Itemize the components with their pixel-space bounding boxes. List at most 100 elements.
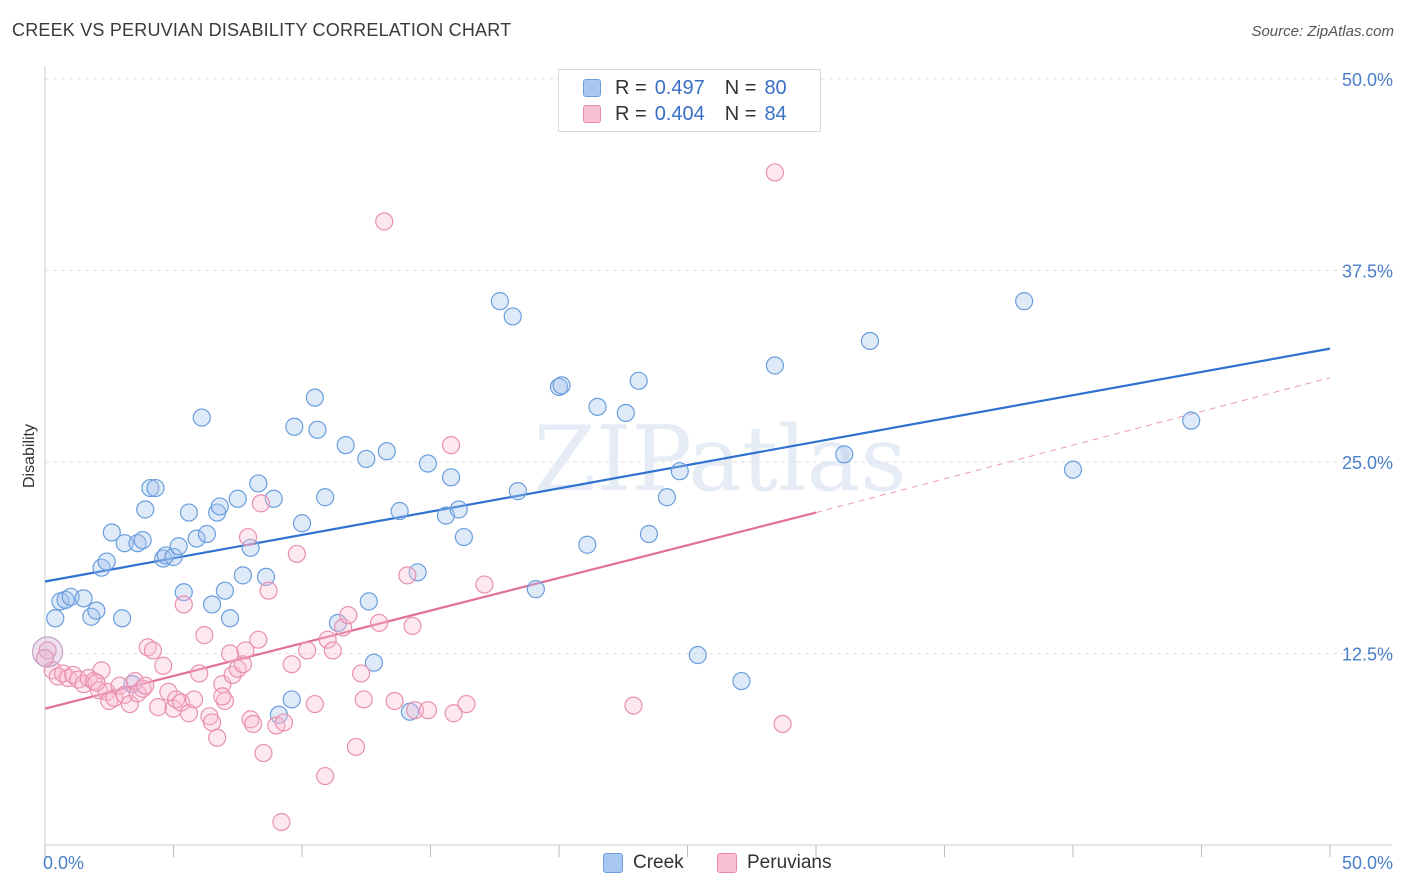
peruvians-point	[287, 544, 306, 564]
source-label: Source: ZipAtlas.com	[1251, 23, 1394, 40]
peruvians-point	[159, 682, 178, 701]
creek-point	[292, 514, 312, 533]
legend-swatch-creek	[583, 79, 601, 97]
peruvians-point	[274, 713, 294, 732]
peruvians-point	[154, 656, 173, 675]
r-label: R =	[615, 76, 647, 99]
correlation-legend: R = 0.497 N = 80 R = 0.404 N = 84	[558, 69, 821, 132]
legend-swatch-peruvians	[583, 105, 601, 123]
creek-point	[285, 417, 304, 436]
creek-point	[359, 592, 378, 611]
peruvians-point	[166, 690, 186, 709]
creek-point	[364, 653, 384, 672]
peruvians-point	[184, 690, 204, 709]
creek-point	[128, 534, 147, 553]
peruvians-point	[179, 704, 199, 723]
legend-swatch-creek	[603, 853, 623, 873]
creek-point	[210, 497, 229, 516]
bottom-legend-peruvians: Peruvians	[717, 852, 832, 874]
creek-point	[46, 609, 65, 628]
r-value: 0.404	[654, 102, 705, 125]
creek-point	[732, 671, 751, 691]
y-axis-title: Disability	[21, 424, 38, 488]
peruvians-point	[318, 630, 337, 649]
peruvians-point	[457, 694, 476, 714]
peruvians-point	[405, 701, 425, 720]
creek-point	[449, 500, 468, 519]
creek-point	[215, 581, 234, 600]
creek-point	[1063, 460, 1083, 479]
creek-point	[233, 566, 252, 585]
peruvians-point	[251, 494, 270, 513]
creek-point	[256, 567, 276, 587]
chart-title: CREEK VS PERUVIAN DISABILITY CORRELATION…	[12, 20, 512, 40]
peruvians-point	[398, 566, 417, 585]
creek-point	[377, 442, 396, 461]
peruvians-point	[213, 687, 232, 706]
creek-point	[146, 478, 165, 498]
creek-point	[588, 397, 607, 416]
creek-point	[220, 609, 240, 628]
peruvians-point	[403, 616, 422, 636]
creek-point	[336, 436, 355, 455]
n-label: N =	[724, 102, 757, 125]
n-value: 80	[764, 76, 787, 99]
creek-point	[490, 292, 509, 311]
creek-point	[228, 489, 247, 508]
creek-point	[156, 546, 175, 565]
creek-point	[187, 529, 206, 548]
x-tick-label: 0.0%	[43, 853, 84, 873]
legend-row-creek: R = 0.497 N = 80	[583, 76, 787, 100]
creek-point	[454, 527, 474, 547]
creek-point	[508, 482, 527, 501]
peruvians-point	[444, 704, 463, 723]
creek-point	[629, 371, 648, 390]
creek-point	[390, 501, 409, 521]
peruvians-point	[305, 694, 324, 714]
n-value: 84	[764, 102, 787, 125]
creek-point	[241, 538, 260, 557]
peruvians-point	[298, 641, 317, 660]
peruvians-point	[136, 676, 155, 695]
peruvians-point	[202, 713, 222, 732]
peruvians-point	[773, 714, 792, 734]
creek-point	[202, 595, 222, 614]
peruvians-point	[624, 696, 643, 715]
legend-label-creek: Creek	[633, 852, 684, 873]
creek-point	[765, 356, 784, 375]
creek-point	[192, 408, 211, 427]
peruvians-point	[87, 673, 106, 692]
peruvians-point	[133, 679, 152, 698]
peruvians-point	[220, 644, 240, 663]
creek-point	[102, 523, 121, 542]
creek-point	[136, 500, 155, 519]
creek-point	[308, 420, 327, 439]
trend-lines	[44, 347, 1331, 710]
creek-point	[133, 531, 152, 550]
peruvians-point	[143, 641, 163, 660]
creek-point	[56, 590, 75, 609]
legend-swatch-peruvians	[717, 853, 737, 873]
peruvians-point	[385, 691, 404, 711]
creek-point	[1015, 292, 1034, 311]
peruvians-point	[282, 655, 301, 674]
r-value: 0.497	[654, 76, 705, 99]
r-label: R =	[615, 102, 647, 125]
peruvians-point	[375, 212, 394, 231]
creek-point	[141, 478, 160, 498]
creek-point	[179, 503, 199, 522]
peruvians-point	[316, 766, 335, 786]
peruvians-point	[352, 664, 371, 683]
peruvians-point	[370, 613, 389, 632]
y-tick-label: 50.0%	[1342, 70, 1393, 90]
creek-point	[616, 403, 635, 423]
legend-label-peruvians: Peruvians	[747, 852, 832, 873]
peruvians-point	[346, 737, 366, 757]
peruvians-point	[441, 436, 461, 455]
peruvians-point	[244, 714, 263, 734]
peruvians-point	[208, 728, 227, 747]
peruvians-point	[238, 527, 258, 547]
gridlines	[45, 78, 1392, 654]
creek-point	[164, 547, 183, 567]
